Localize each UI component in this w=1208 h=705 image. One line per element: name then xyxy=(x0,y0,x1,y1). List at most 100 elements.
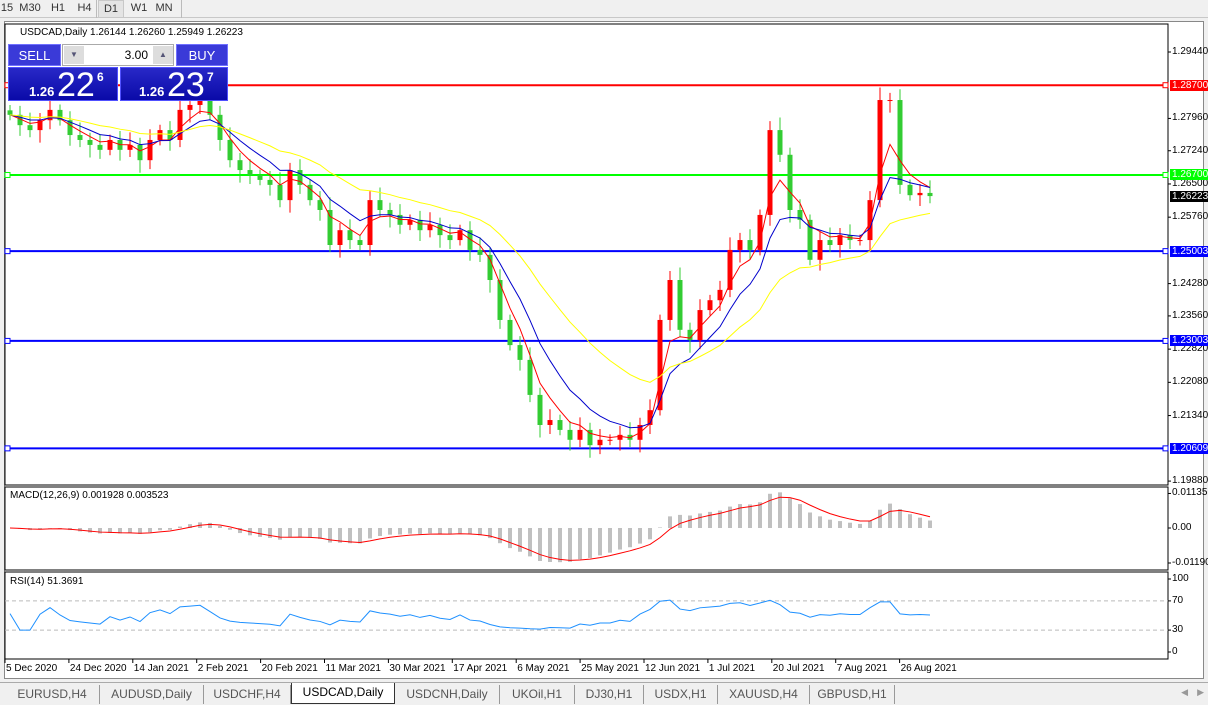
candle-body xyxy=(557,420,563,430)
date-label: 6 May 2021 xyxy=(517,663,570,674)
macd-histogram-bar xyxy=(158,528,162,531)
rsi-tick-label: 100 xyxy=(1172,573,1189,584)
tab-gbpusd-h1[interactable]: GBPUSD,H1 xyxy=(810,685,895,704)
macd-histogram-bar xyxy=(488,528,492,539)
candle-body xyxy=(327,209,333,245)
decrease-lot-button[interactable]: ▼ xyxy=(64,46,84,64)
date-label: 17 Apr 2021 xyxy=(453,663,508,674)
candle-body xyxy=(447,235,453,241)
tab-eurusd-h4[interactable]: EURUSD,H4 xyxy=(5,685,100,704)
macd-tick-label: -0.01190 xyxy=(1172,557,1208,568)
sell-button[interactable]: SELL xyxy=(8,44,61,66)
level-price-tag: 1.20609 xyxy=(1170,442,1208,454)
level-price-tag: 1.25003 xyxy=(1170,245,1208,257)
macd-histogram-bar xyxy=(798,504,802,528)
macd-histogram-bar xyxy=(858,523,862,528)
macd-histogram-bar xyxy=(528,528,532,557)
macd-histogram-bar xyxy=(178,526,182,528)
increase-lot-button[interactable]: ▲ xyxy=(153,46,173,64)
macd-histogram-bar xyxy=(728,506,732,528)
chart-window[interactable] xyxy=(4,21,1204,679)
candle-body xyxy=(607,439,613,441)
timeframe-mn[interactable]: MN xyxy=(155,2,173,14)
price-tick-label: 1.27240 xyxy=(1172,144,1208,156)
buy-price-button[interactable]: 1.26 23 7 xyxy=(120,67,228,102)
date-label: 20 Feb 2021 xyxy=(261,663,318,674)
lot-stepper: ▼ 3.00 ▲ xyxy=(62,44,174,66)
candle-body xyxy=(107,139,113,150)
lot-input[interactable]: 3.00 xyxy=(124,48,148,62)
timeframe-d1[interactable]: D1 xyxy=(98,0,124,18)
candle-body xyxy=(217,114,223,140)
candle-body xyxy=(97,144,103,150)
price-tick-label: 1.23560 xyxy=(1172,309,1208,321)
price-tick-label: 1.22820 xyxy=(1172,343,1208,355)
tab-audusd-daily[interactable]: AUDUSD,Daily xyxy=(100,685,204,704)
macd-histogram-bar xyxy=(748,504,752,528)
macd-histogram-bar xyxy=(338,528,342,543)
macd-histogram-bar xyxy=(588,528,592,558)
tab-dj30-h1[interactable]: DJ30,H1 xyxy=(575,685,644,704)
buy-price-fraction: 7 xyxy=(207,70,214,84)
date-label: 25 May 2021 xyxy=(581,663,639,674)
timeframe-h4[interactable]: H4 xyxy=(77,2,92,14)
macd-histogram-bar xyxy=(98,528,102,534)
timeframe-m30[interactable]: M30 xyxy=(19,2,41,14)
candle-body xyxy=(347,230,353,241)
candle-body xyxy=(857,240,863,242)
buy-button[interactable]: BUY xyxy=(176,44,228,66)
candle-body xyxy=(867,200,873,241)
tab-usdcad-daily[interactable]: USDCAD,Daily xyxy=(291,683,395,704)
macd-histogram-bar xyxy=(678,514,682,528)
candle-body xyxy=(707,300,713,311)
macd-histogram-bar xyxy=(758,502,762,528)
price-tick-label: 1.22080 xyxy=(1172,376,1208,388)
candle-body xyxy=(377,200,383,210)
rsi-tick-label: 30 xyxy=(1172,624,1184,636)
timeframe-15[interactable]: 15 xyxy=(0,2,14,14)
level-handle xyxy=(1162,82,1169,89)
price-tick-label: 1.25760 xyxy=(1172,211,1208,223)
scroll-left-icon[interactable]: ◀ xyxy=(1181,687,1188,697)
tab-xauusd-h4[interactable]: XAUUSD,H4 xyxy=(718,685,810,704)
tab-usdcnh-daily[interactable]: USDCNH,Daily xyxy=(395,685,500,704)
candle-body xyxy=(767,130,773,215)
candle-body xyxy=(577,429,583,440)
candle-body xyxy=(207,100,213,115)
macd-histogram-bar xyxy=(658,527,662,528)
macd-histogram-bar xyxy=(818,516,822,528)
scroll-right-icon[interactable]: ▶ xyxy=(1197,687,1204,697)
candle-body xyxy=(747,240,753,250)
ma-fast-line xyxy=(9,110,931,439)
timeframe-w1[interactable]: W1 xyxy=(130,2,148,14)
tab-usdchf-h4[interactable]: USDCHF,H4 xyxy=(204,685,291,704)
level-price-tag: 1.23003 xyxy=(1170,335,1208,347)
candle-body xyxy=(317,200,323,210)
candle-body xyxy=(777,130,783,155)
macd-histogram-bar xyxy=(698,513,702,528)
candle-body xyxy=(487,254,493,281)
candle-body xyxy=(407,219,413,225)
tab-ukoil-h1[interactable]: UKOil,H1 xyxy=(500,685,575,704)
toolbar-separator xyxy=(181,0,182,18)
date-label: 14 Jan 2021 xyxy=(133,663,189,674)
macd-histogram-bar xyxy=(318,528,322,539)
macd-histogram-bar xyxy=(228,528,232,530)
candle-body xyxy=(257,174,263,180)
macd-tick-label: 0.01135 xyxy=(1172,487,1208,499)
tab-usdx-h1[interactable]: USDX,H1 xyxy=(644,685,718,704)
macd-histogram-bar xyxy=(908,514,912,528)
macd-histogram-bar xyxy=(308,528,312,538)
candle-body xyxy=(297,170,303,185)
macd-histogram-bar xyxy=(108,528,112,533)
timeframe-h1[interactable]: H1 xyxy=(50,2,66,14)
level-handle xyxy=(4,445,11,452)
sell-price-button[interactable]: 1.26 22 6 xyxy=(8,67,118,102)
candle-body xyxy=(737,240,743,250)
candle-body xyxy=(517,345,523,360)
rsi-panel-border xyxy=(4,571,1169,660)
candle-body xyxy=(507,319,513,346)
macd-histogram-bar xyxy=(208,522,212,528)
level-price-tag: 1.28700 xyxy=(1170,79,1208,91)
